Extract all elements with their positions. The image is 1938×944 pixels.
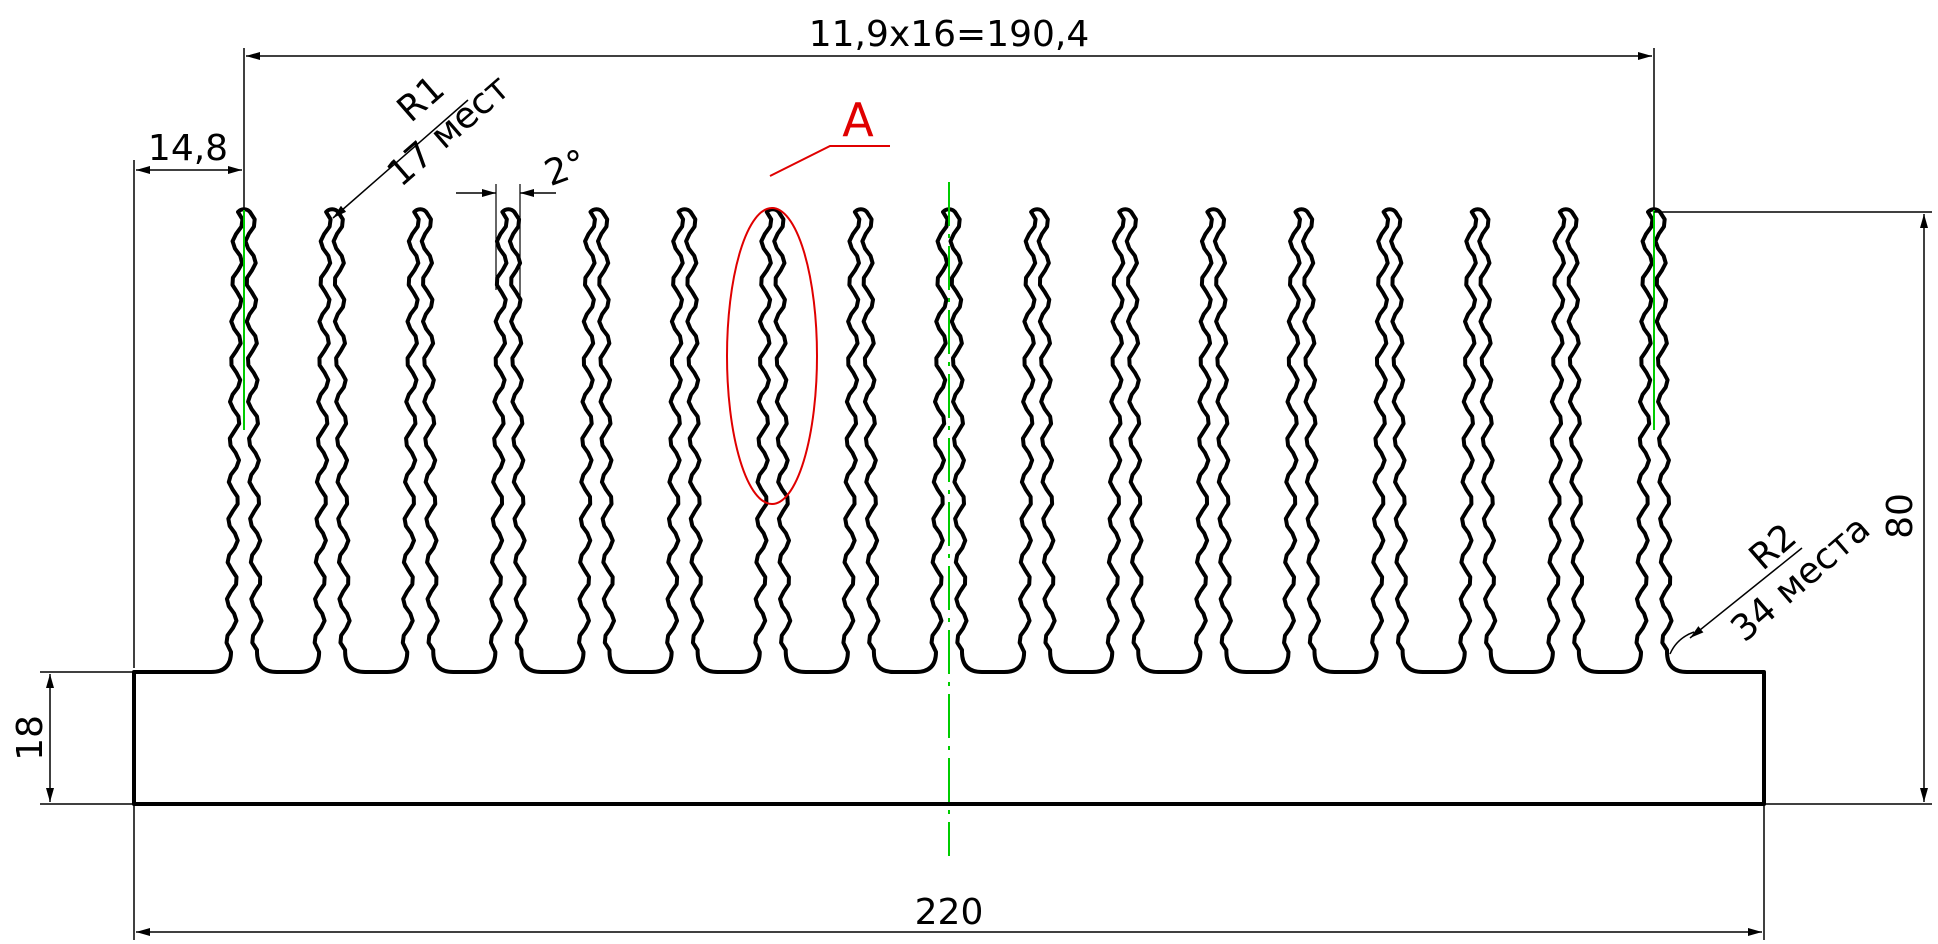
total-width-label: 220	[915, 892, 984, 933]
dimension-total-width: 220	[133, 804, 1765, 940]
detail-leader	[769, 145, 890, 177]
edge-offset-label: 14,8	[148, 128, 228, 169]
detail-label: A	[842, 93, 874, 147]
centerlines	[243, 182, 1655, 856]
leader-root-radius: R2 34 места	[1669, 508, 1878, 655]
dimension-total-height: 80	[1654, 211, 1932, 805]
leader-tip-radius: R1 17 мест	[332, 67, 518, 219]
fin-spacing-label: 11,9x16=190,4	[809, 14, 1090, 55]
base-thickness-label: 18	[10, 715, 51, 761]
tip-radius-count-label: 17 мест	[380, 67, 518, 195]
dimension-fin-spacing: 11,9x16=190,4	[243, 14, 1655, 208]
dimension-edge-offset: 14,8	[133, 128, 242, 668]
heatsink-profile	[132, 207, 1766, 806]
detail-callout-a: A	[726, 93, 890, 505]
root-radius-count-label: 34 места	[1723, 508, 1878, 650]
dimension-base-thickness: 18	[10, 671, 134, 805]
total-height-label: 80	[1880, 493, 1921, 539]
draft-angle-label: 2°	[539, 142, 591, 195]
detail-ellipse	[726, 207, 818, 505]
dimension-draft-angle: 2°	[456, 142, 592, 300]
